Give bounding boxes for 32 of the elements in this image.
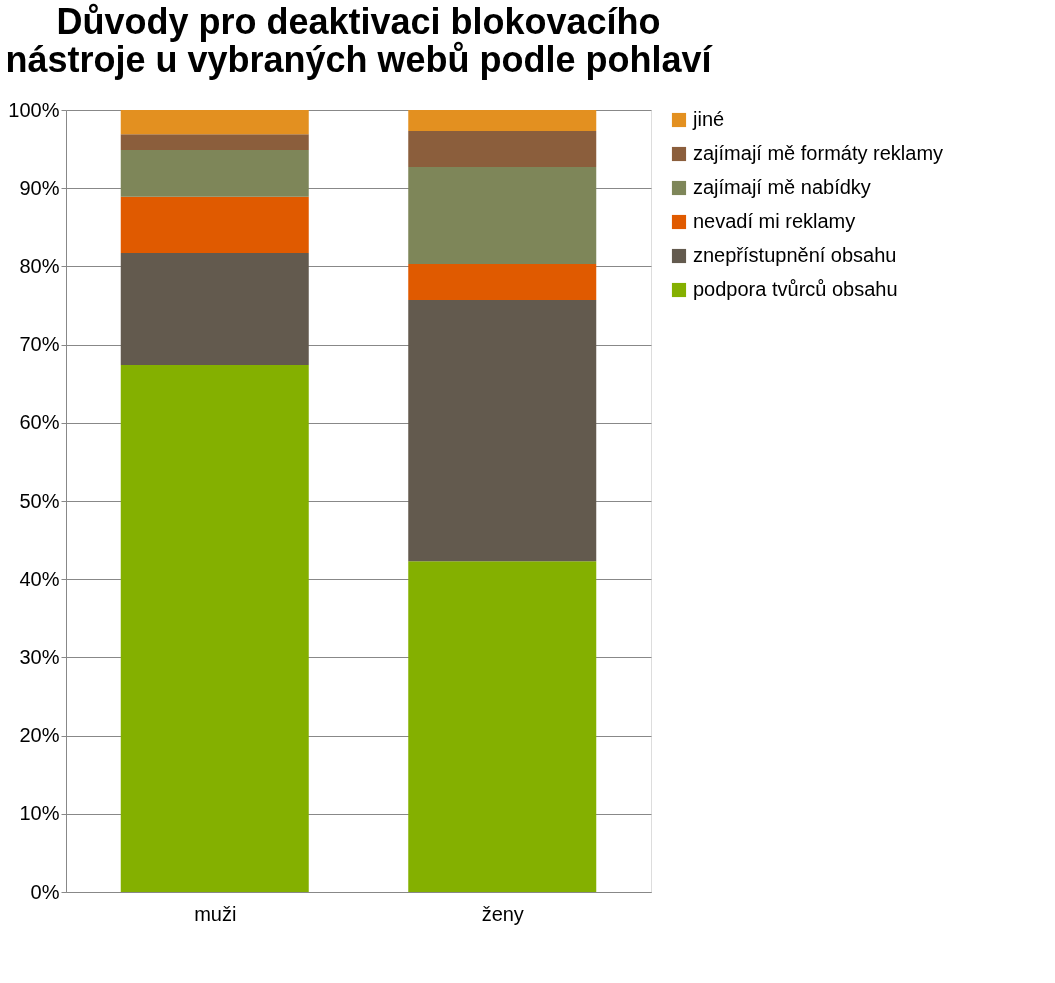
bar [120,149,309,197]
y-tick-label: 10% [19,802,60,825]
legend-label: jiné [692,108,725,130]
y-tick-label: 90% [19,176,60,199]
bar [408,131,597,168]
bar [408,110,597,132]
y-tick-label: 80% [19,254,60,277]
bar [408,167,597,265]
legend-label: zajímají mě nabídky [693,176,871,198]
bar [120,110,309,135]
legend-label: znepřístupnění obsahu [693,244,897,266]
legend-label: zajímají mě formáty reklamy [693,142,944,164]
y-tick-label: 0% [30,880,60,903]
bar [408,561,597,892]
bar [120,253,309,365]
legend-label: nevadí mi reklamy [693,210,856,232]
y-tick-label: 60% [19,411,60,434]
bar [120,364,309,892]
y-tick-label: 100% [8,98,60,121]
y-tick-label: 40% [19,567,60,590]
x-tick-label: ženy [481,902,524,925]
y-tick-label: 70% [19,333,60,356]
bar [408,300,597,562]
x-tick-label: muži [194,902,237,925]
chart-title: Důvody pro deaktivaci blokovacího nástroje u vybraných webů podle pohlaví [5,1,713,80]
y-tick-label: 20% [19,724,60,747]
bar [120,196,309,254]
legend-label: podpora tvůrců obsahu [693,278,898,300]
bar [408,264,597,301]
y-tick-label: 30% [19,645,60,668]
y-tick-label: 50% [19,489,60,512]
bar [120,134,309,150]
